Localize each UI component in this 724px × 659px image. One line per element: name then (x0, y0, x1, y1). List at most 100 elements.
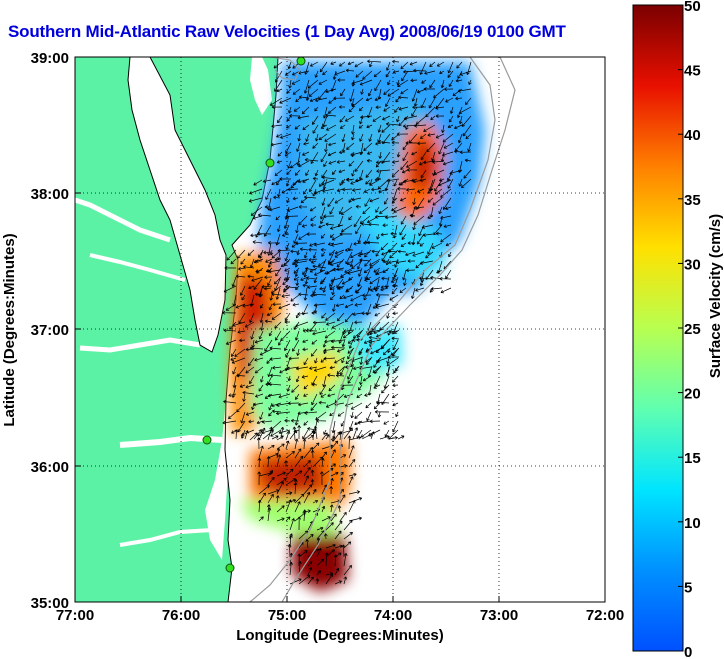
velocity-arrow (329, 285, 336, 291)
pamlico-sound (205, 400, 230, 560)
velocity-arrow (314, 106, 319, 112)
station-markers (202, 57, 306, 573)
velocity-arrow (274, 257, 282, 262)
velocity-arrow (428, 179, 434, 192)
velocity-arrow (459, 70, 472, 76)
velocity-arrow (271, 105, 283, 109)
velocity-arrow (257, 471, 262, 486)
velocity-arrows (222, 59, 472, 585)
velocity-arrow (267, 393, 282, 398)
velocity-arrow (337, 505, 342, 513)
velocity-arrow (412, 179, 425, 184)
velocity-arrow (303, 491, 311, 504)
velocity-arrow (289, 113, 301, 118)
velocity-arrow (295, 375, 300, 383)
velocity-arrow (360, 88, 364, 95)
velocity-arrow (312, 124, 319, 134)
velocity-arrow (348, 197, 353, 203)
velocity-arrow (358, 347, 364, 356)
velocity-arrow (429, 79, 436, 89)
velocity-arrow (269, 249, 274, 256)
velocity-arrow (423, 124, 436, 132)
velocity-arrow (283, 258, 291, 267)
velocity-arrow (345, 285, 354, 293)
velocity-arrow (321, 432, 328, 441)
velocity-arrow (370, 431, 375, 440)
velocity-arrow (321, 276, 327, 283)
velocity-arrow (331, 345, 346, 350)
velocity-arrow (304, 278, 309, 285)
y-axis-title: Latitude (Degrees:Minutes) (1, 233, 18, 426)
velocity-arrow (324, 330, 336, 339)
velocity-arrow (286, 366, 300, 371)
velocity-arrow (274, 169, 283, 176)
velocity-arrow (308, 258, 318, 262)
velocity-arrow (285, 468, 294, 477)
velocity-arrow (242, 390, 255, 395)
velocity-arrow (329, 486, 334, 495)
velocity-arrow (349, 88, 355, 102)
velocity-arrow (276, 478, 287, 486)
velocity-arrow (230, 258, 237, 265)
velocity-arrow (359, 375, 363, 386)
velocity-arrow (347, 347, 355, 354)
velocity-arrow (321, 457, 325, 468)
velocity-arrow (276, 179, 281, 186)
velocity-arrow (284, 312, 291, 322)
velocity-arrow (276, 481, 284, 495)
velocity-arrow (260, 321, 264, 331)
velocity-arrow (375, 347, 382, 354)
velocity-arrow (360, 429, 372, 438)
velocity-arrow (277, 248, 291, 253)
velocity-arrow (267, 493, 274, 504)
velocity-arrow (362, 70, 373, 80)
velocity-arrow (238, 312, 246, 324)
velocity-arrow (333, 554, 338, 567)
velocity-arrow (294, 438, 299, 450)
velocity-arrow (319, 206, 326, 220)
velocity-arrow (318, 400, 327, 405)
velocity-arrow (382, 223, 389, 228)
velocity-arrow (419, 61, 427, 75)
map-title: Southern Mid-Atlantic Raw Velocities (1 … (8, 22, 566, 41)
velocity-arrow (239, 285, 246, 296)
velocity-arrow (312, 442, 320, 450)
velocity-arrow (348, 445, 355, 459)
velocity-arrow (315, 578, 320, 585)
velocity-arrow (373, 70, 382, 78)
velocity-arrow (367, 151, 373, 155)
velocity-arrow (276, 88, 283, 93)
velocity-arrow (461, 115, 472, 127)
velocity-arrow (411, 88, 418, 102)
velocity-arrow (403, 179, 416, 184)
velocity-arrow (343, 329, 355, 333)
velocity-arrow (409, 213, 416, 218)
velocity-arrow (277, 115, 283, 124)
velocity-arrow (389, 249, 399, 259)
velocity-arrow (374, 97, 382, 102)
velocity-arrow (292, 179, 299, 186)
velocity-arrow (368, 285, 372, 291)
velocity-arrow (394, 106, 400, 113)
velocity-arrow (287, 61, 292, 70)
velocity-arrow (295, 285, 300, 291)
velocity-arrow (303, 447, 314, 459)
velocity-arrow (413, 206, 425, 210)
station-marker (296, 57, 306, 66)
velocity-arrow (294, 124, 301, 130)
velocity-arrow (393, 206, 407, 214)
velocity-arrow (360, 115, 373, 119)
velocity-arrow (367, 365, 373, 378)
velocity-arrow (305, 88, 310, 101)
velocity-arrow (400, 197, 407, 202)
velocity-arrow (397, 435, 405, 440)
velocity-arrow (330, 276, 345, 283)
velocity-arrow (345, 248, 354, 253)
velocity-arrow (322, 106, 328, 119)
velocity-arrow (440, 233, 452, 243)
velocity-arrow (366, 124, 373, 129)
velocity-arrow (430, 115, 436, 121)
velocity-arrow (454, 124, 463, 130)
station-marker (225, 563, 235, 573)
